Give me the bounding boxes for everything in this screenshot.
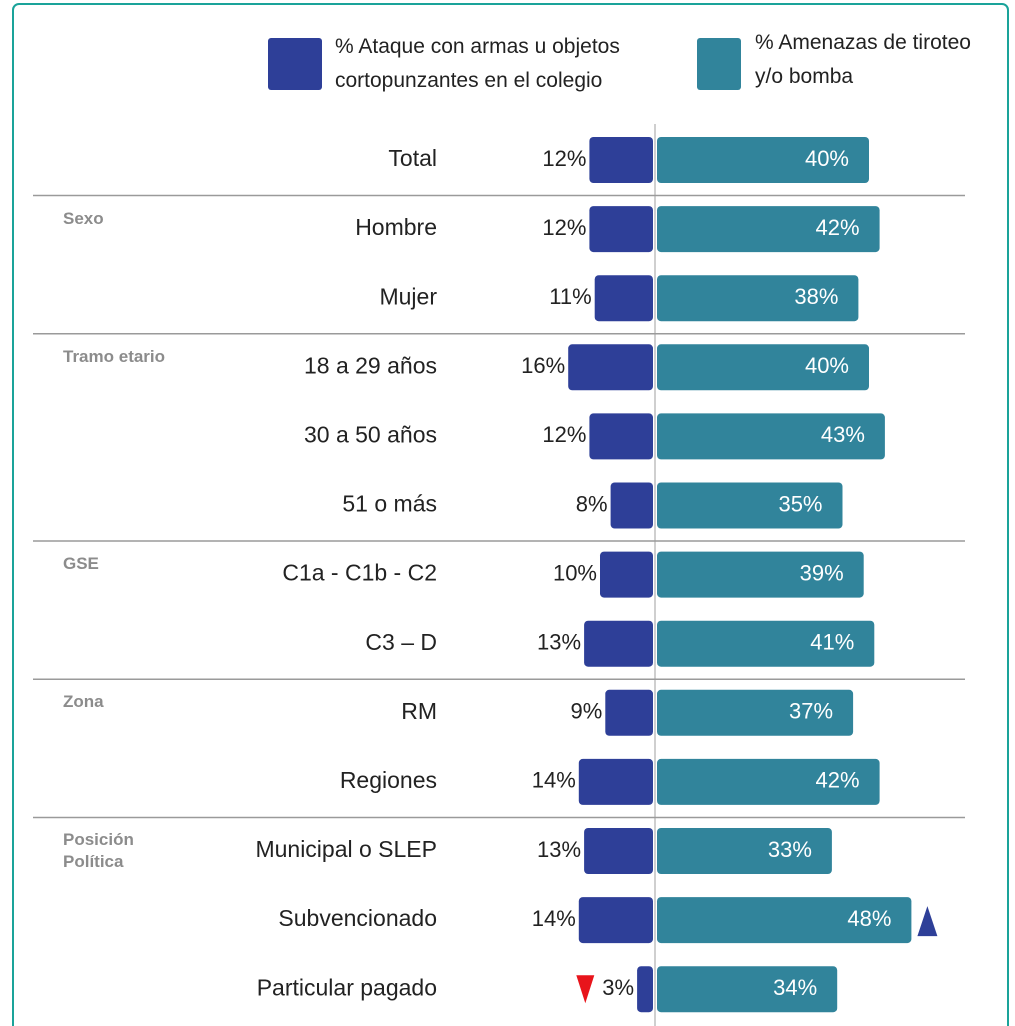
value-label: 39%: [800, 560, 844, 585]
bar: [584, 620, 653, 667]
significance-marker: [917, 906, 938, 937]
group-label: Zona: [63, 692, 104, 712]
value-label: 14%: [532, 906, 576, 931]
bar: [657, 551, 864, 598]
category-label: C3 – D: [365, 629, 437, 655]
bar: [637, 966, 653, 1013]
category-label: RM: [401, 698, 437, 724]
bar: [610, 482, 653, 529]
value-label: 12%: [542, 146, 586, 171]
value-label: 13%: [537, 837, 581, 862]
value-label: 14%: [532, 768, 576, 793]
bar: [657, 897, 912, 944]
value-label: 37%: [789, 699, 833, 724]
bar: [584, 828, 653, 874]
value-label: 34%: [773, 975, 817, 1000]
bar: [657, 275, 859, 322]
category-label: 51 o más: [342, 491, 437, 517]
bar: [605, 689, 653, 736]
value-label: 41%: [810, 630, 854, 655]
category-label: Municipal o SLEP: [255, 836, 437, 862]
value-label: 48%: [847, 906, 891, 931]
value-label: 38%: [794, 284, 838, 309]
value-label: 40%: [805, 146, 849, 171]
bar: [594, 275, 653, 322]
value-label: 42%: [816, 215, 860, 240]
legend-label: % Amenazas de tiroteo y/o bomba: [755, 31, 971, 88]
value-label: 12%: [542, 215, 586, 240]
category-label: Total: [388, 145, 437, 171]
category-label: Particular pagado: [257, 974, 437, 1000]
value-label: 16%: [521, 353, 565, 378]
bar: [657, 758, 880, 805]
bar: [657, 137, 869, 183]
legend-label: % Ataque con armas u objetos cortopunzan…: [335, 35, 620, 92]
value-label: 42%: [816, 768, 860, 793]
bar: [657, 206, 880, 253]
bar: [589, 206, 653, 253]
legend-swatch: [697, 38, 741, 90]
value-label: 40%: [805, 353, 849, 378]
value-label: 3%: [602, 975, 634, 1000]
bar: [589, 137, 653, 183]
value-label: 13%: [537, 630, 581, 655]
bar: [657, 413, 885, 460]
category-label: Subvencionado: [278, 905, 437, 931]
category-label: C1a - C1b - C2: [282, 560, 437, 586]
value-label: 33%: [768, 837, 812, 862]
significance-marker: [576, 975, 595, 1004]
bar: [657, 620, 875, 667]
group-label: Posición Política: [63, 830, 134, 872]
group-label: Sexo: [63, 208, 104, 228]
bar: [657, 828, 832, 874]
value-label: 12%: [542, 422, 586, 447]
bar: [657, 966, 838, 1013]
bar: [578, 897, 653, 944]
bar: [578, 758, 653, 805]
category-label: Hombre: [355, 214, 437, 240]
value-label: 10%: [553, 560, 597, 585]
bar: [600, 551, 653, 598]
group-label: Tramo etario: [63, 346, 166, 366]
legend-swatch: [268, 38, 322, 90]
value-label: 8%: [576, 491, 608, 516]
category-label: Mujer: [379, 283, 437, 309]
value-label: 43%: [821, 422, 865, 447]
value-label: 11%: [549, 284, 591, 309]
bar: [657, 689, 854, 736]
group-label: GSE: [63, 554, 99, 574]
bar: [657, 482, 843, 529]
category-label: Regiones: [340, 767, 437, 793]
bar: [568, 344, 653, 391]
value-label: 9%: [571, 699, 603, 724]
frame: [12, 3, 1009, 1026]
bar: [589, 413, 653, 460]
value-label: 35%: [778, 491, 822, 516]
category-label: 30 a 50 años: [304, 421, 437, 447]
category-label: 18 a 29 años: [304, 352, 437, 378]
bar: [657, 344, 869, 391]
